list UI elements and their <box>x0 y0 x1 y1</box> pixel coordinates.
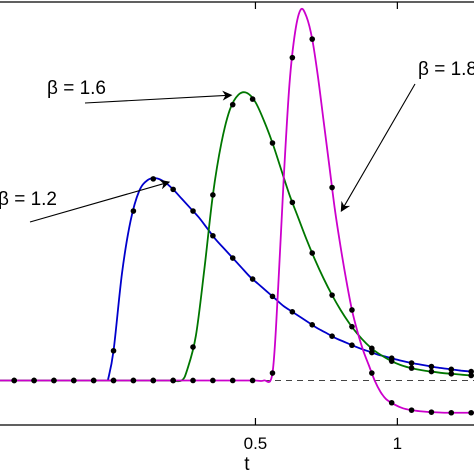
series-3-marker <box>388 399 395 406</box>
series-1-marker <box>428 363 435 370</box>
series-3-marker <box>329 184 335 191</box>
series-1-marker <box>170 186 176 193</box>
series-2-marker <box>388 358 395 364</box>
tick-layer: 0.5 1 <box>244 2 402 453</box>
series-3-marker <box>408 407 415 413</box>
series-1-marker <box>190 208 196 214</box>
series-1-marker <box>408 360 415 366</box>
series-3-marker <box>31 377 37 384</box>
series-3-marker <box>349 307 355 313</box>
series-3-marker <box>170 377 176 384</box>
marker-layer <box>11 36 474 416</box>
series-2-marker <box>249 96 256 102</box>
series-3-marker <box>71 377 77 384</box>
series-line-2 <box>0 91 474 383</box>
annotation-arrow <box>340 83 416 213</box>
annotation-arrow <box>84 90 233 104</box>
annotation-arrow <box>29 179 171 223</box>
series-1-marker <box>369 349 375 356</box>
series-2-marker <box>309 250 316 256</box>
plot-frame <box>0 1 474 426</box>
series-3-marker <box>249 377 256 384</box>
series-2-marker <box>408 365 415 371</box>
annotation-label: β = 1.6 <box>47 78 106 99</box>
series-3-marker <box>309 36 316 42</box>
series-1-marker <box>249 276 256 282</box>
series-2-marker <box>349 323 355 330</box>
series-2-marker <box>448 370 455 377</box>
series-1-marker <box>229 255 236 261</box>
series-line-1 <box>106 177 472 381</box>
series-3-marker <box>269 370 276 376</box>
x-axis-label: t <box>244 454 250 474</box>
series-1-marker <box>130 208 137 214</box>
series-3-marker <box>110 377 117 384</box>
x-tick-label: 1 <box>393 434 402 453</box>
series-1-marker <box>269 293 276 300</box>
x-tick-label: 0.5 <box>244 434 268 453</box>
series-3-marker <box>11 377 17 384</box>
series-3-marker <box>468 409 474 416</box>
annotation-layer: β = 1.2 β = 1.6 β = 1.8 <box>0 59 474 223</box>
annotation-label: β = 1.8 <box>418 59 474 80</box>
series-2-marker <box>369 345 375 352</box>
series-1-marker <box>309 322 316 328</box>
series-3-marker <box>369 370 375 376</box>
series-3-marker <box>51 377 57 384</box>
series-1-marker <box>468 368 474 375</box>
series-1-marker <box>349 342 355 349</box>
series-3-marker <box>289 54 296 61</box>
series-1-marker <box>289 309 296 315</box>
series-1-marker <box>110 347 117 354</box>
series-2-marker <box>428 368 435 375</box>
series-1-marker <box>150 176 157 182</box>
series-2-marker <box>190 344 196 350</box>
series-3-marker <box>448 409 455 416</box>
series-2-marker <box>269 140 276 146</box>
series-1-marker <box>448 366 455 373</box>
series-3-marker <box>190 377 196 384</box>
annotation-label: β = 1.2 <box>0 189 57 210</box>
series-2-marker <box>468 372 474 379</box>
series-1-marker <box>329 333 335 339</box>
series-3-marker <box>130 377 137 384</box>
series-2-marker <box>210 192 216 198</box>
series-2-marker <box>229 101 236 108</box>
series-3-marker <box>428 409 435 415</box>
series-1-marker <box>210 232 216 239</box>
series-3-marker <box>210 377 216 384</box>
series-3-marker <box>150 377 157 384</box>
series-2-marker <box>289 199 296 206</box>
series-3-marker <box>229 377 236 384</box>
series-2-marker <box>329 292 335 298</box>
series-3-marker <box>90 377 97 384</box>
